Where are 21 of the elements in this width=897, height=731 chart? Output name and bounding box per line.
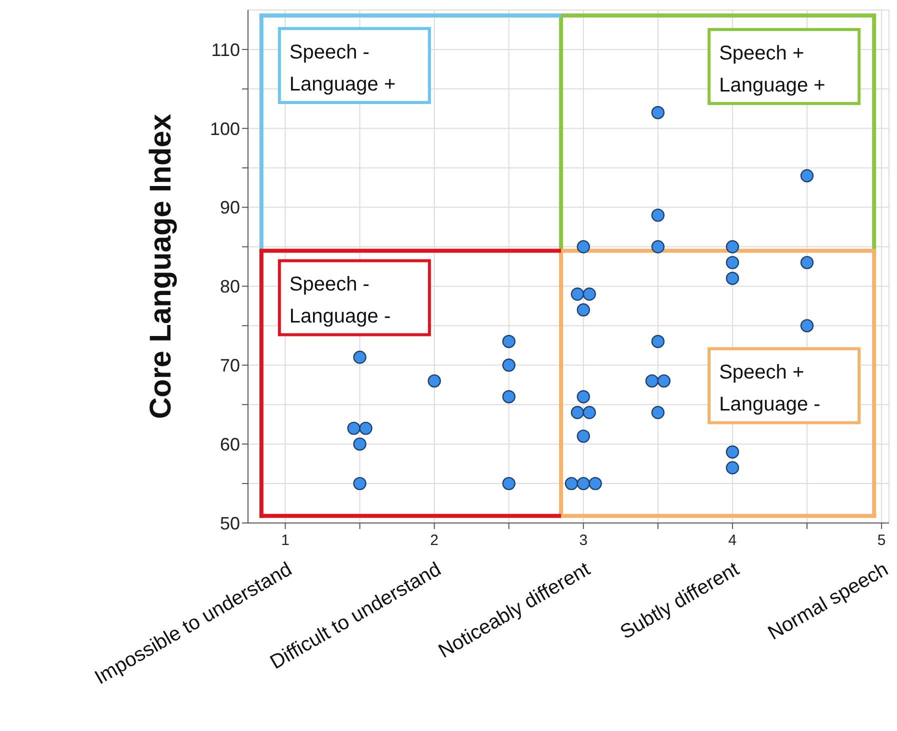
quadrant-label: Speech + Language +	[708, 28, 861, 106]
annotation: Speech - Language -	[289, 274, 391, 328]
x-tick-label: 4	[728, 532, 737, 549]
y-tick-label: 60	[220, 434, 240, 454]
y-tick-label: 110	[211, 40, 240, 60]
quadrant-label: Speech - Language +	[278, 27, 431, 104]
annotation: Speech - Language +	[289, 42, 396, 96]
x-tick-label: 1	[281, 532, 290, 549]
y-axis-title: Core Language Index	[144, 114, 178, 420]
annotation: Speech + Language +	[719, 42, 826, 97]
y-tick-label: 70	[220, 356, 240, 376]
x-tick-label: 5	[877, 532, 886, 549]
quadrant-label: Speech - Language -	[278, 259, 431, 336]
y-tick-label: 80	[220, 276, 240, 297]
x-tick-label: 3	[579, 532, 588, 549]
quadrant-label: Speech + Language -	[708, 347, 861, 424]
annotation: Speech + Language -	[719, 362, 820, 416]
y-tick-label: 90	[220, 198, 240, 218]
x-tick-label: 2	[430, 532, 439, 549]
y-tick-label: 100	[210, 118, 240, 139]
y-tick-label: 50	[220, 513, 240, 534]
